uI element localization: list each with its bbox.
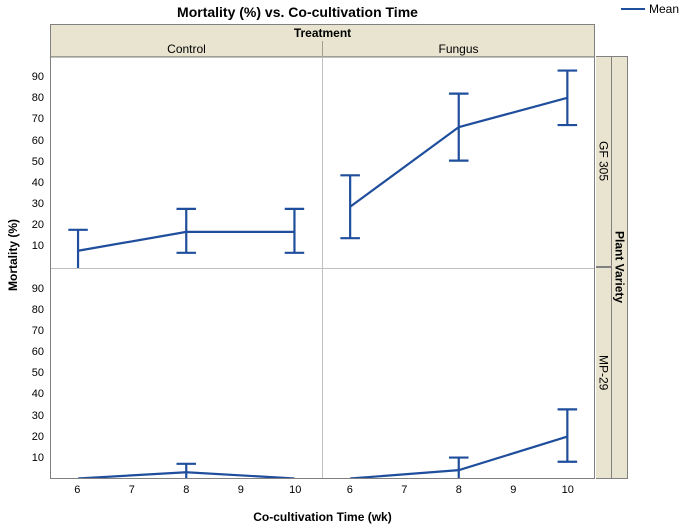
y-tick: 90 — [32, 71, 44, 83]
panel-2 — [51, 268, 323, 479]
y-tick: 50 — [32, 156, 44, 168]
y-tick: 20 — [32, 431, 44, 443]
panel-0 — [51, 57, 323, 268]
y-tick: 20 — [32, 219, 44, 231]
chart-container: Mortality (%) vs. Co-cultivation Time Me… — [0, 0, 685, 526]
panel-3 — [323, 268, 595, 479]
chart-title: Mortality (%) vs. Co-cultivation Time — [0, 4, 595, 20]
y-tick: 30 — [32, 410, 44, 422]
y-tick: 10 — [32, 452, 44, 464]
y-tick: 10 — [32, 240, 44, 252]
legend-line-icon — [621, 8, 645, 10]
y-tick: 40 — [32, 388, 44, 400]
panel-grid — [51, 57, 594, 478]
y-axis-ticks: 10 20 30 40 50 60 70 80 90 10 20 30 40 50 60 70 80 90 — [0, 56, 48, 479]
x-tick: 10 — [289, 484, 301, 496]
top-strip: Treatment — [51, 25, 594, 42]
plot-frame: Treatment Control Fungus — [50, 24, 595, 479]
column-headers: Control Fungus — [51, 41, 594, 57]
x-tick: 9 — [510, 484, 516, 496]
x-tick: 8 — [456, 484, 462, 496]
col-header-fungus: Fungus — [322, 41, 594, 57]
row-label-0: GF 305 — [596, 57, 611, 266]
y-tick: 30 — [32, 198, 44, 210]
col-header-control: Control — [51, 41, 322, 57]
y-tick: 70 — [32, 113, 44, 125]
y-tick: 80 — [32, 92, 44, 104]
right-outer-label: Plant Variety — [612, 57, 627, 478]
legend-label: Mean — [649, 2, 679, 16]
x-tick: 10 — [562, 484, 574, 496]
y-tick: 90 — [32, 283, 44, 295]
x-tick: 8 — [183, 484, 189, 496]
x-axis-ticks: 6 7 8 9 10 6 7 8 9 10 — [50, 484, 595, 498]
row-strip: GF 305 — [596, 56, 612, 267]
panel-1 — [323, 57, 595, 268]
x-tick: 7 — [129, 484, 135, 496]
x-ticks-right: 6 7 8 9 10 — [323, 484, 596, 498]
y-tick: 60 — [32, 135, 44, 147]
x-tick: 6 — [74, 484, 80, 496]
legend: Mean — [621, 2, 679, 16]
y-tick: 70 — [32, 325, 44, 337]
x-tick: 6 — [347, 484, 353, 496]
y-tick: 80 — [32, 304, 44, 316]
x-tick: 7 — [401, 484, 407, 496]
x-axis-label: Co-cultivation Time (wk) — [50, 510, 595, 524]
row-label-1: MP-29 — [596, 268, 611, 478]
x-ticks-left: 6 7 8 9 10 — [50, 484, 323, 498]
right-outer-strip: Plant Variety — [612, 56, 628, 479]
y-tick: 50 — [32, 367, 44, 379]
x-tick: 9 — [238, 484, 244, 496]
row-strip: MP-29 — [596, 267, 612, 479]
y-tick: 40 — [32, 177, 44, 189]
y-tick: 60 — [32, 346, 44, 358]
